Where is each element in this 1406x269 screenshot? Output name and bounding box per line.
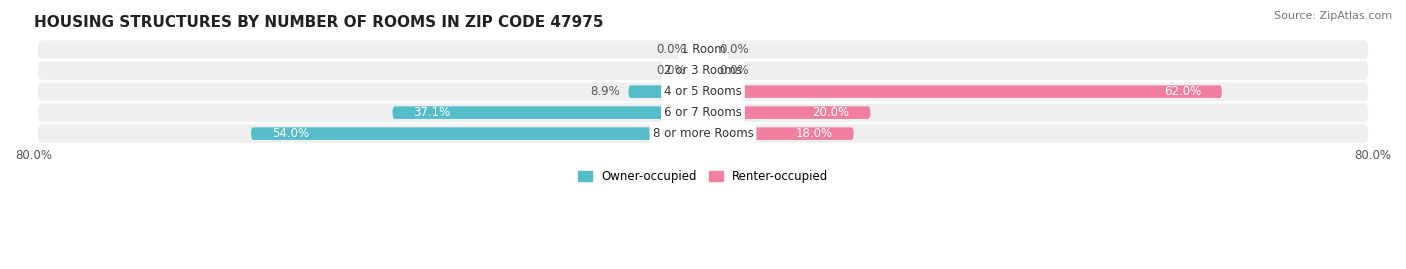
Text: 62.0%: 62.0% — [1164, 85, 1201, 98]
Text: 2 or 3 Rooms: 2 or 3 Rooms — [664, 64, 742, 77]
Text: 0.0%: 0.0% — [720, 64, 749, 77]
FancyBboxPatch shape — [38, 40, 1368, 59]
FancyBboxPatch shape — [38, 103, 1368, 122]
Text: 20.0%: 20.0% — [813, 106, 849, 119]
Text: 8 or more Rooms: 8 or more Rooms — [652, 127, 754, 140]
FancyBboxPatch shape — [703, 85, 1222, 98]
Text: Source: ZipAtlas.com: Source: ZipAtlas.com — [1274, 11, 1392, 21]
Text: 18.0%: 18.0% — [796, 127, 832, 140]
Text: 6 or 7 Rooms: 6 or 7 Rooms — [664, 106, 742, 119]
Text: 37.1%: 37.1% — [413, 106, 451, 119]
Text: HOUSING STRUCTURES BY NUMBER OF ROOMS IN ZIP CODE 47975: HOUSING STRUCTURES BY NUMBER OF ROOMS IN… — [34, 15, 603, 30]
FancyBboxPatch shape — [703, 106, 870, 119]
Text: 8.9%: 8.9% — [591, 85, 620, 98]
Text: 4 or 5 Rooms: 4 or 5 Rooms — [664, 85, 742, 98]
FancyBboxPatch shape — [628, 85, 703, 98]
FancyBboxPatch shape — [38, 82, 1368, 101]
FancyBboxPatch shape — [703, 127, 853, 140]
Text: 0.0%: 0.0% — [657, 64, 686, 77]
FancyBboxPatch shape — [38, 61, 1368, 80]
Text: 0.0%: 0.0% — [657, 43, 686, 56]
Text: 54.0%: 54.0% — [271, 127, 309, 140]
Text: 1 Room: 1 Room — [681, 43, 725, 56]
FancyBboxPatch shape — [252, 127, 703, 140]
Text: 0.0%: 0.0% — [720, 43, 749, 56]
Legend: Owner-occupied, Renter-occupied: Owner-occupied, Renter-occupied — [572, 165, 834, 187]
FancyBboxPatch shape — [392, 106, 703, 119]
FancyBboxPatch shape — [38, 124, 1368, 143]
